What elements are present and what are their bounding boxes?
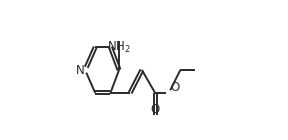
Text: N: N	[76, 64, 84, 76]
Text: NH$_2$: NH$_2$	[107, 39, 131, 55]
Text: O: O	[150, 103, 160, 116]
Text: O: O	[170, 80, 179, 94]
